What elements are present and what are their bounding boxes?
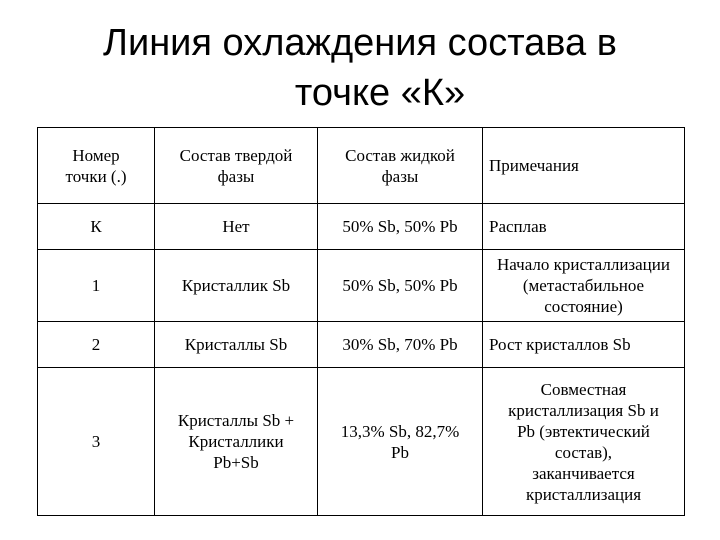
header-liquid-phase: Состав жидкой фазы — [317, 127, 483, 204]
header-line: фазы — [217, 166, 255, 186]
cell-point: 3 — [37, 367, 155, 516]
table-header-row: Номер точки (.) Состав твердой фазы Сост… — [37, 127, 685, 204]
header-line: Примечания — [489, 156, 579, 175]
cell-liquid: 50% Sb, 50% Pb — [317, 249, 483, 322]
cooling-line-table: Номер точки (.) Состав твердой фазы Сост… — [37, 127, 685, 516]
slide-title: Линия охлаждения состава в точке «К» — [0, 18, 720, 118]
cell-line: Рост кристаллов Sb — [489, 335, 631, 354]
cell-line: 50% Sb, 50% Pb — [342, 217, 458, 236]
cell-solid: Кристаллик Sb — [154, 249, 318, 322]
cell-solid: Нет — [154, 203, 318, 250]
header-notes: Примечания — [482, 127, 685, 204]
cell-line: состояние) — [544, 297, 623, 316]
cell-line: Кристаллы Sb + — [177, 411, 295, 430]
table-row: К Нет 50% Sb, 50% Pb Расплав — [37, 203, 685, 250]
table-row: 1 Кристаллик Sb 50% Sb, 50% Pb Начало кр… — [37, 249, 685, 322]
cell-line: Pb — [391, 442, 409, 462]
cell-line: Начало кристаллизации — [497, 255, 670, 274]
header-line: Состав жидкой — [345, 145, 455, 165]
cell-line: Расплав — [489, 217, 547, 236]
cell-line: 13,3% Sb, 82,7% — [340, 421, 460, 441]
cell-point: 1 — [37, 249, 155, 322]
cell-line: заканчивается — [532, 463, 635, 483]
cell-notes: Совместная кристаллизация Sb и Pb (эвтек… — [482, 367, 685, 516]
cell-line: кристаллизация Sb и — [508, 400, 659, 420]
cell-line: (метастабильное — [522, 276, 645, 295]
header-solid-phase: Состав твердой фазы — [154, 127, 318, 204]
cell-point: К — [37, 203, 155, 250]
table-row: 2 Кристаллы Sb 30% Sb, 70% Pb Рост крист… — [37, 321, 685, 368]
cell-line: Совместная — [540, 379, 627, 399]
slide-title-line-1: Линия охлаждения состава в — [103, 22, 617, 64]
header-point-number: Номер точки (.) — [37, 127, 155, 204]
cell-line: Кристаллики — [188, 432, 284, 451]
header-line: точки (.) — [65, 166, 127, 186]
cell-solid: Кристаллы Sb — [154, 321, 318, 368]
table-row: 3 Кристаллы Sb + Кристаллики Pb+Sb 13,3%… — [37, 367, 685, 516]
slide-title-line-2: точке «К» — [294, 72, 466, 114]
header-line: Состав твердой — [179, 145, 293, 165]
cell-line: 50% Sb, 50% Pb — [342, 276, 458, 295]
cell-point: 2 — [37, 321, 155, 368]
cell-solid: Кристаллы Sb + Кристаллики Pb+Sb — [154, 367, 318, 516]
cell-line: состав), — [554, 442, 613, 462]
cell-line: Кристаллы Sb — [184, 335, 288, 354]
cell-liquid: 13,3% Sb, 82,7% Pb — [317, 367, 483, 516]
cell-line: Pb+Sb — [213, 453, 259, 472]
cell-line: кристаллизация — [525, 484, 642, 504]
header-line: Номер — [72, 145, 120, 165]
cell-notes: Начало кристаллизации (метастабильное со… — [482, 249, 685, 322]
cell-line: Кристаллик Sb — [181, 276, 291, 295]
cell-liquid: 50% Sb, 50% Pb — [317, 203, 483, 250]
cell-line: Нет — [222, 217, 250, 236]
cell-line: 30% Sb, 70% Pb — [342, 335, 458, 354]
header-line: фазы — [381, 166, 419, 186]
cell-notes: Рост кристаллов Sb — [482, 321, 685, 368]
cell-notes: Расплав — [482, 203, 685, 250]
cell-line: Pb (эвтектический — [517, 421, 650, 441]
cell-liquid: 30% Sb, 70% Pb — [317, 321, 483, 368]
